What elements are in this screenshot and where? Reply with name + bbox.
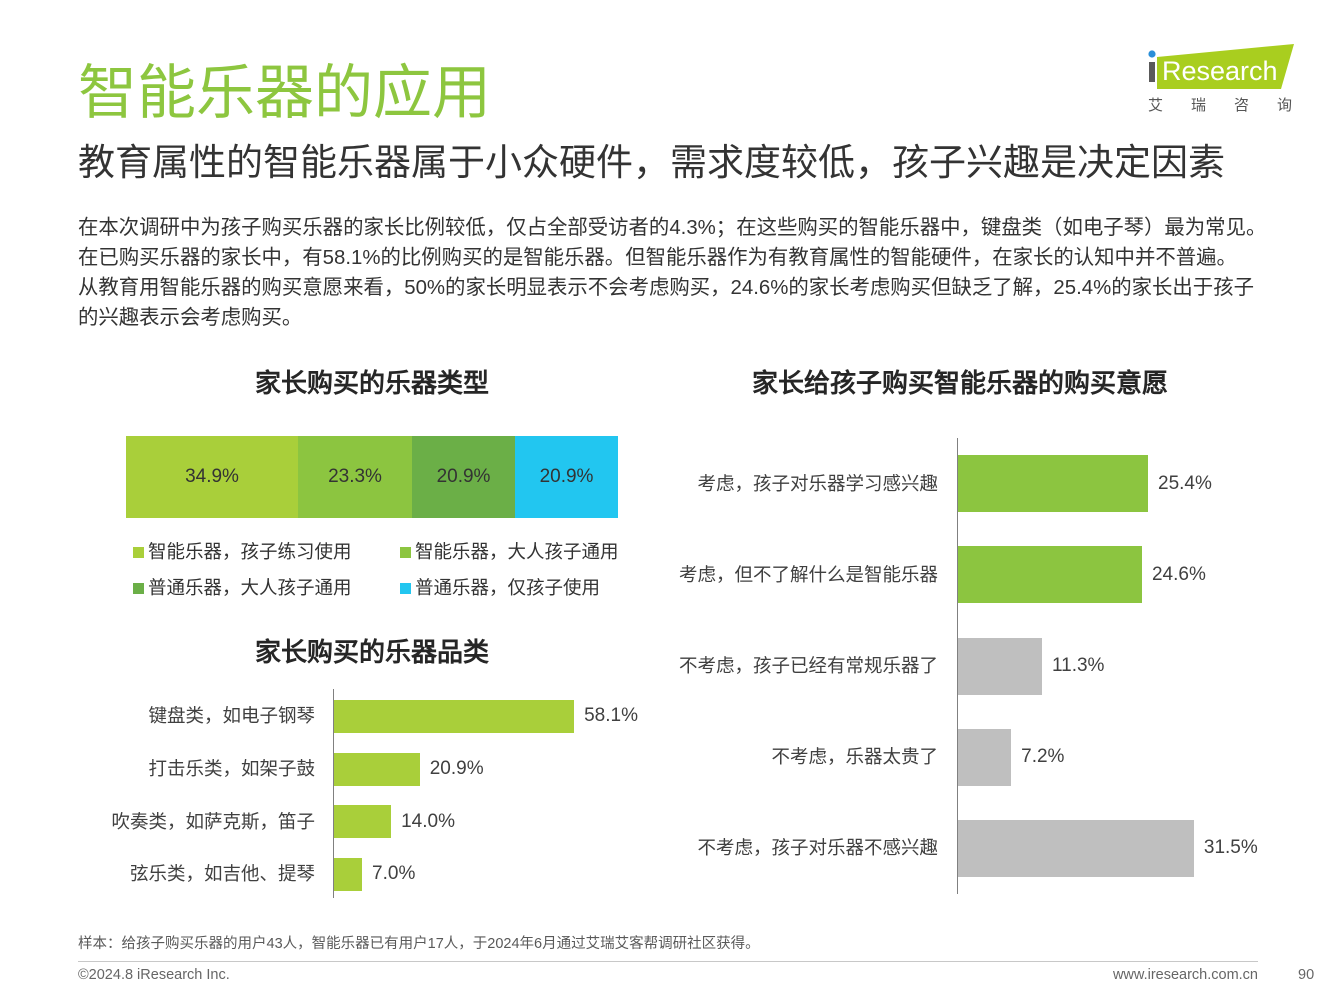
copyright: ©2024.8 iResearch Inc.: [78, 967, 230, 983]
instrument-category-chart-title: 家长购买的乐器品类: [254, 637, 489, 667]
category-label: 键盘类，如电子钢琴: [148, 705, 315, 727]
legend-label: 智能乐器，大人孩子通用: [415, 541, 619, 562]
value-label: 20.9%: [429, 758, 484, 780]
category-axis: [333, 689, 334, 898]
value-label: 7.2%: [1021, 746, 1065, 768]
category-bar: [957, 819, 1194, 877]
category-axis: [957, 438, 958, 894]
category-bar: [333, 857, 363, 891]
category-label: 不考虑，孩子已经有常规乐器了: [678, 655, 938, 676]
value-label: 7.0%: [372, 863, 416, 885]
logo-wordmark: Research: [1162, 56, 1278, 86]
legend-swatch: [400, 546, 411, 558]
stacked-segment: 23.3%: [298, 436, 412, 518]
summary-line: 在已购买乐器的家长中，有58.1%的比例购买的是智能乐器。但智能乐器作为有教育属…: [78, 247, 1237, 269]
logo-i-dot: [1148, 50, 1156, 58]
page-number: 90: [1298, 967, 1315, 983]
category-bar: [957, 728, 1012, 786]
segment-value-label: 20.9%: [436, 466, 491, 487]
category-label: 打击乐类，如架子鼓: [148, 758, 315, 780]
category-bar: [333, 752, 420, 786]
category-bar: [957, 637, 1042, 695]
logo-flag-shape: [1157, 44, 1294, 89]
value-label: 14.0%: [401, 810, 455, 832]
value-label: 31.5%: [1203, 837, 1258, 859]
iresearch-logo: Research: [1148, 44, 1294, 89]
value-label: 24.6%: [1151, 563, 1206, 585]
legend-item: 普通乐器，仅孩子使用: [400, 576, 600, 600]
category-bar: [333, 805, 392, 839]
value-label: 25.4%: [1158, 472, 1212, 494]
category-label: 考虑，但不了解什么是智能乐器: [678, 563, 938, 585]
legend-item: 智能乐器，大人孩子通用: [400, 540, 619, 564]
legend-label: 普通乐器，大人孩子通用: [148, 577, 352, 598]
stacked-segment: 34.9%: [126, 436, 298, 518]
category-label: 弦乐类，如吉他、提琴: [129, 863, 315, 885]
category-bar: [957, 455, 1148, 513]
category-label: 不考虑，孩子对乐器不感兴趣: [697, 837, 938, 859]
summary-line: 从教育用智能乐器的购买意愿来看，50%的家长明显表示不会考虑购买，24.6%的家…: [78, 277, 1254, 299]
category-label: 考虑，孩子对乐器学习感兴趣: [697, 472, 938, 494]
sample-note: 样本：给孩子购买乐器的用户43人，智能乐器已有用户17人，于2024年6月通过艾…: [78, 936, 760, 952]
instrument-type-stacked-bar: 34.9% 23.3% 20.9% 20.9%: [126, 436, 618, 518]
segment-value-label: 34.9%: [185, 466, 239, 487]
footer-divider: [78, 961, 1258, 962]
purchase-intention-chart: 考虑，孩子对乐器学习感兴趣 25.4% 考虑，但不了解什么是智能乐器 24.6% 不考虑…: [660, 436, 1300, 898]
logo-tagline: 艾瑞咨询: [1148, 97, 1321, 114]
stacked-segment: 20.9%: [412, 436, 515, 518]
legend-swatch: [400, 582, 411, 594]
value-label: 58.1%: [584, 705, 638, 727]
summary-line: 在本次调研中为孩子购买乐器的家长比例较低，仅占全部受访者的4.3%；在这些购买的…: [78, 217, 1267, 239]
instrument-type-chart-title: 家长购买的乐器类型: [254, 368, 489, 398]
logo-i-stem: [1149, 62, 1155, 82]
summary-paragraph: 在本次调研中为孩子购买乐器的家长比例较低，仅占全部受访者的4.3%；在这些购买的…: [78, 213, 1266, 333]
page-subtitle: 教育属性的智能乐器属于小众硬件，需求度较低，孩子兴趣是决定因素: [78, 142, 1225, 183]
legend-item: 普通乐器，大人孩子通用: [133, 576, 352, 600]
segment-value-label: 20.9%: [539, 466, 594, 487]
website-url: www.iresearch.com.cn: [1112, 967, 1258, 983]
category-label: 不考虑，乐器太贵了: [771, 746, 938, 768]
category-bar: [333, 699, 575, 733]
instrument-category-chart: 键盘类，如电子钢琴 58.1% 打击乐类，如架子鼓 20.9% 吹奏类，如萨克斯，笛子 1…: [90, 686, 660, 900]
legend-label: 普通乐器，仅孩子使用: [415, 577, 601, 598]
page-title: 智能乐器的应用: [78, 60, 492, 126]
legend-label: 智能乐器，孩子练习使用: [148, 541, 352, 562]
legend-swatch: [133, 582, 144, 594]
legend-item: 智能乐器，孩子练习使用: [133, 540, 352, 564]
legend-swatch: [133, 546, 144, 558]
category-label: 吹奏类，如萨克斯，笛子: [111, 810, 315, 832]
purchase-intention-chart-title: 家长给孩子购买智能乐器的购买意愿: [751, 368, 1168, 398]
summary-line: 的兴趣表示会考虑购买。: [78, 307, 303, 329]
value-label: 11.3%: [1051, 655, 1105, 676]
segment-value-label: 23.3%: [328, 466, 382, 487]
category-bar: [957, 546, 1142, 604]
stacked-segment: 20.9%: [515, 436, 618, 518]
